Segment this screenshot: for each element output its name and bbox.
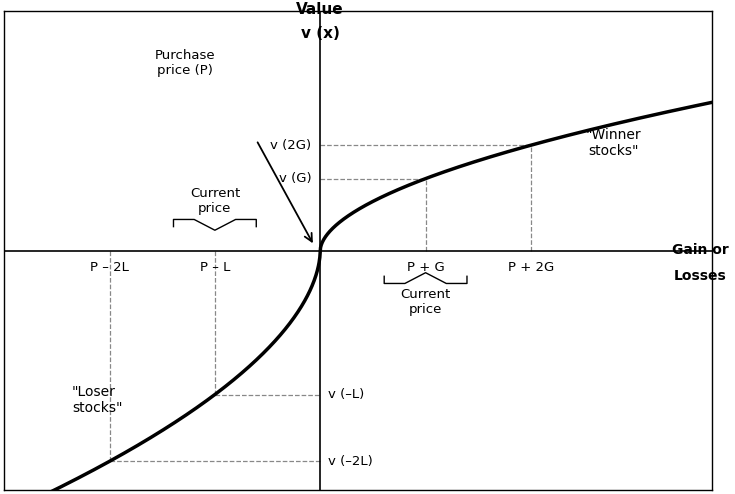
Text: P + 2G: P + 2G — [508, 261, 554, 274]
Text: P + G: P + G — [406, 261, 445, 274]
Text: P – L: P – L — [200, 261, 230, 274]
Text: Purchase
price (P): Purchase price (P) — [154, 49, 215, 77]
Text: Value: Value — [296, 2, 344, 17]
Text: Current
price: Current price — [401, 288, 451, 316]
Text: v (–L): v (–L) — [328, 388, 364, 401]
Text: Current
price: Current price — [190, 187, 240, 215]
Text: v (2G): v (2G) — [270, 139, 311, 152]
Text: Gain or: Gain or — [672, 243, 728, 256]
Text: Losses: Losses — [674, 269, 727, 284]
Text: "Winner
stocks": "Winner stocks" — [586, 128, 642, 158]
Text: v (x): v (x) — [301, 26, 340, 41]
Text: P – 2L: P – 2L — [90, 261, 129, 274]
Text: "Loser
stocks": "Loser stocks" — [72, 385, 123, 415]
Text: v (G): v (G) — [279, 172, 311, 185]
Text: v (–2L): v (–2L) — [328, 455, 373, 468]
